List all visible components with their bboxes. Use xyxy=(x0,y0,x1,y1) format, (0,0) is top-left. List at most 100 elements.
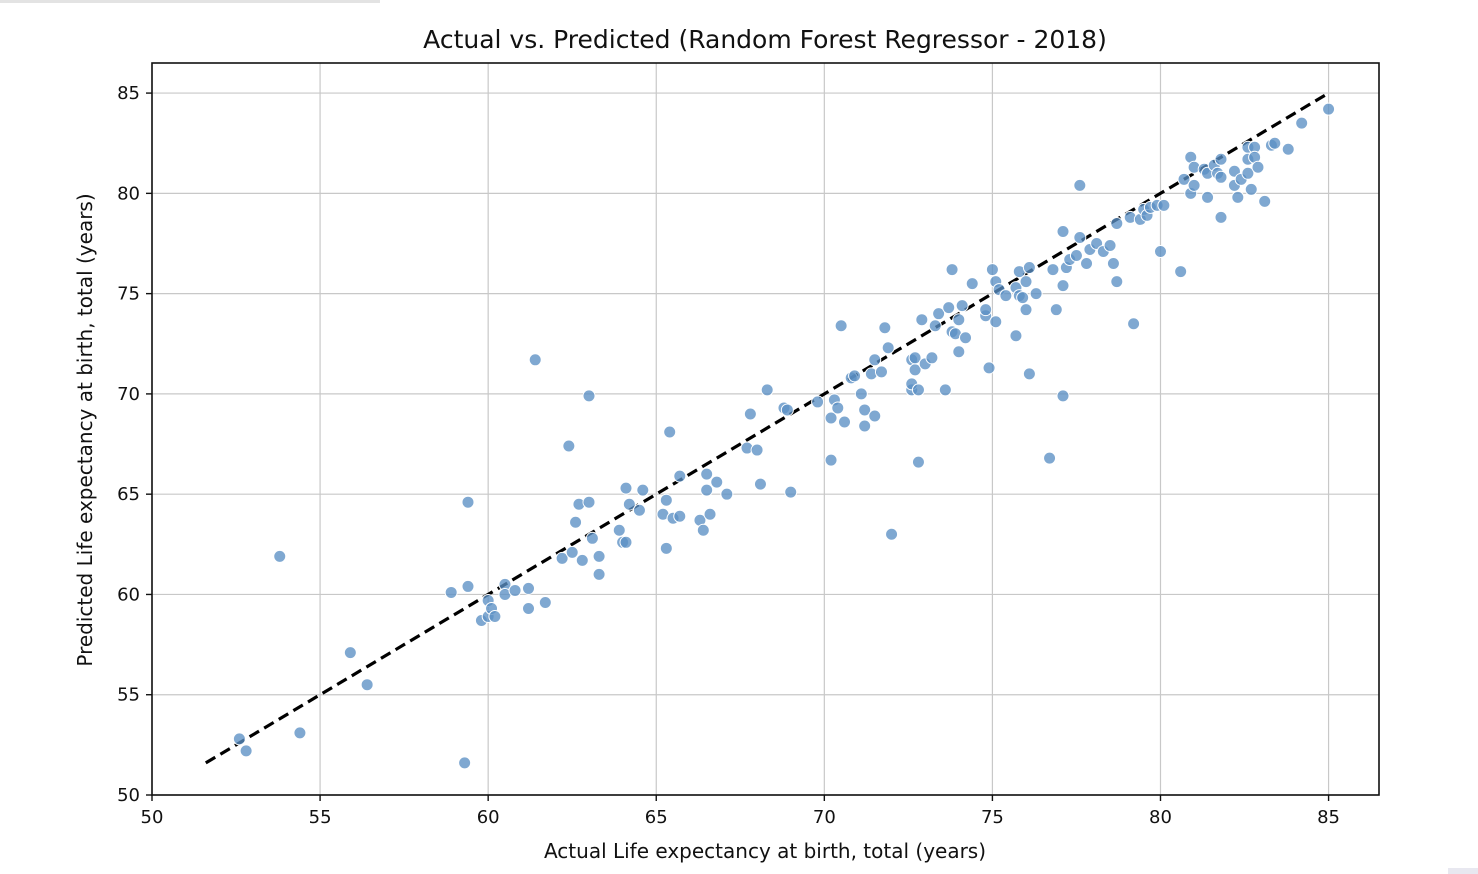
scatter-point xyxy=(1295,116,1309,130)
scatter-point xyxy=(619,535,633,549)
scatter-point xyxy=(881,341,895,355)
scatter-point xyxy=(854,387,868,401)
scatter-point xyxy=(538,595,552,609)
scatter-point xyxy=(955,299,969,313)
scatter-point xyxy=(982,361,996,375)
scatter-point xyxy=(1153,245,1167,259)
scatter-point xyxy=(622,497,636,511)
y-tick-label: 70 xyxy=(117,384,140,405)
scatter-point xyxy=(612,523,626,537)
scatter-point xyxy=(1157,198,1171,212)
scatter-point xyxy=(1127,317,1141,331)
x-tick-label: 70 xyxy=(813,807,836,828)
scatter-point xyxy=(1056,279,1070,293)
scatter-point xyxy=(659,493,673,507)
chart-title: Actual vs. Predicted (Random Forest Regr… xyxy=(423,25,1107,54)
scatter-point xyxy=(760,383,774,397)
top-strip xyxy=(0,0,380,3)
scatter-point xyxy=(1174,265,1188,279)
y-axis-ticks: 50 55 60 65 70 75 80 85 xyxy=(117,83,152,806)
scatter-point xyxy=(848,369,862,383)
x-tick-label: 65 xyxy=(645,807,668,828)
scatter-point xyxy=(911,383,925,397)
scatter-point xyxy=(858,403,872,417)
scatter-point xyxy=(565,545,579,559)
scatter-point xyxy=(1231,190,1245,204)
scatter-point xyxy=(461,495,475,509)
scatter-point xyxy=(1022,261,1036,275)
scatter-point xyxy=(696,523,710,537)
scatter-point xyxy=(1056,389,1070,403)
scatter-point xyxy=(985,263,999,277)
x-tick-label: 75 xyxy=(981,807,1004,828)
scatter-point xyxy=(952,313,966,327)
scatter-point xyxy=(824,453,838,467)
scatter-point xyxy=(979,303,993,317)
scatter-point xyxy=(932,307,946,321)
scatter-point xyxy=(942,301,956,315)
scatter-point xyxy=(780,403,794,417)
scatter-point xyxy=(834,319,848,333)
scatter-point xyxy=(824,411,838,425)
scatter-point xyxy=(582,389,596,403)
scatter-point xyxy=(1019,275,1033,289)
scatter-point xyxy=(1103,238,1117,252)
scatter-point xyxy=(1073,178,1087,192)
scatter-point xyxy=(1110,216,1124,230)
scatter-point xyxy=(636,483,650,497)
scatter-point xyxy=(938,383,952,397)
scatter-point xyxy=(232,732,246,746)
x-tick-label: 85 xyxy=(1317,807,1340,828)
x-axis-label: Actual Life expectancy at birth, total (… xyxy=(544,839,986,863)
scatter-point xyxy=(868,409,882,423)
scatter-point xyxy=(868,353,882,367)
scatter-point xyxy=(965,277,979,291)
corner-mark xyxy=(1448,868,1478,874)
y-tick-label: 65 xyxy=(117,484,140,505)
scatter-point xyxy=(1049,303,1063,317)
scatter-point xyxy=(1019,303,1033,317)
y-tick-label: 50 xyxy=(117,785,140,806)
scatter-point xyxy=(592,567,606,581)
scatter-point xyxy=(928,319,942,333)
scatter-point xyxy=(1080,257,1094,271)
scatter-point xyxy=(1106,257,1120,271)
y-tick-label: 60 xyxy=(117,584,140,605)
scatter-point xyxy=(999,289,1013,303)
scatter-point xyxy=(743,407,757,421)
scatter-point xyxy=(562,439,576,453)
scatter-point xyxy=(1009,329,1023,343)
scatter-point xyxy=(273,549,287,563)
scatter-point xyxy=(784,485,798,499)
scatter-point xyxy=(720,487,734,501)
scatter-point xyxy=(673,469,687,483)
scatter-point xyxy=(585,531,599,545)
scatter-point xyxy=(1241,166,1255,180)
scatter-point xyxy=(1214,210,1228,224)
y-tick-label: 80 xyxy=(117,183,140,204)
scatter-point xyxy=(878,321,892,335)
scatter-point xyxy=(673,509,687,523)
scatter-point xyxy=(1177,172,1191,186)
scatter-point xyxy=(592,549,606,563)
y-tick-label: 85 xyxy=(117,83,140,104)
scatter-point xyxy=(1244,182,1258,196)
scatter-point xyxy=(293,726,307,740)
scatter-point xyxy=(1022,367,1036,381)
y-axis-label: Predicted Life expectancy at birth, tota… xyxy=(73,193,97,666)
scatter-point xyxy=(632,503,646,517)
scatter-point xyxy=(663,425,677,439)
scatter-point xyxy=(461,579,475,593)
scatter-point xyxy=(360,678,374,692)
scatter-point xyxy=(811,395,825,409)
scatter-point xyxy=(458,756,472,770)
scatter-point xyxy=(1016,291,1030,305)
scatter-point xyxy=(703,507,717,521)
scatter-point xyxy=(710,475,724,489)
scatter-point xyxy=(1322,102,1336,116)
scatter-point xyxy=(911,455,925,469)
scatter-point xyxy=(659,541,673,555)
x-tick-label: 80 xyxy=(1149,807,1172,828)
scatter-point xyxy=(1214,170,1228,184)
